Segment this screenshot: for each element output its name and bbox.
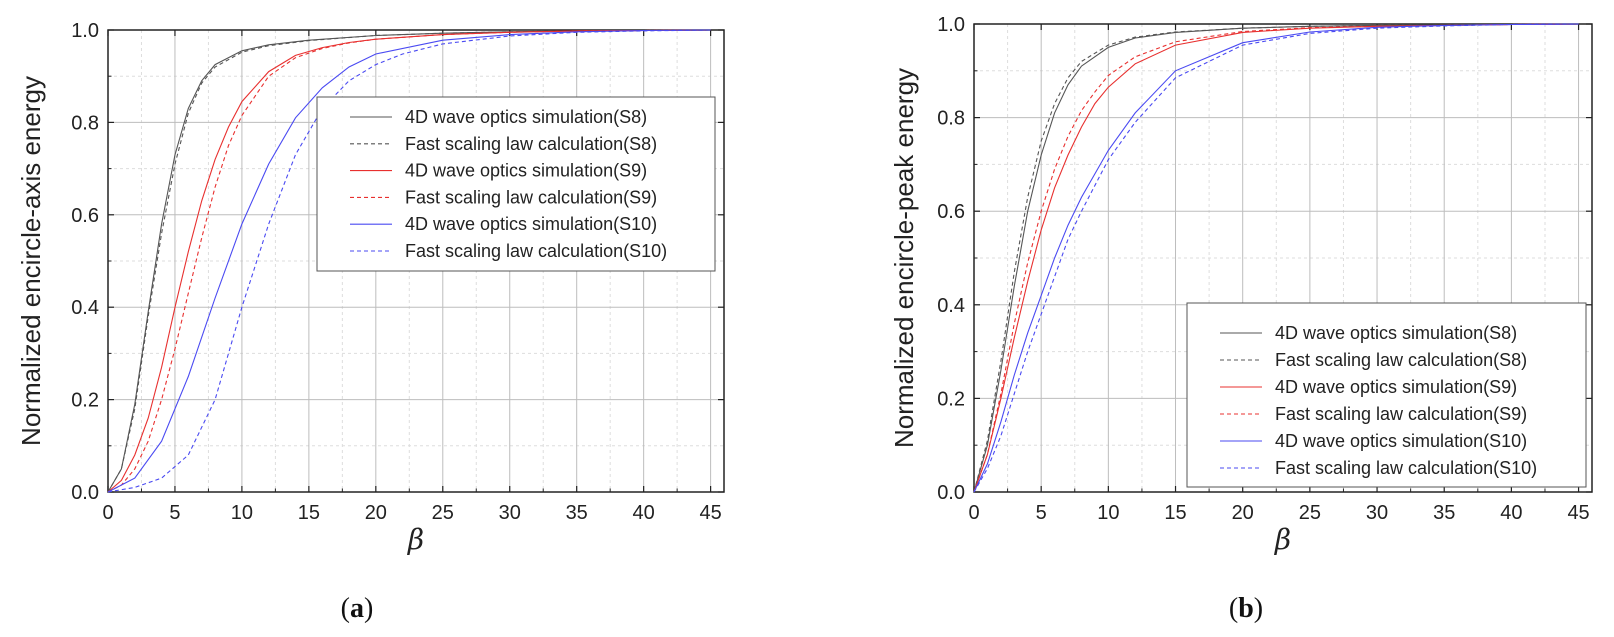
y-tick-label: 0.0: [937, 482, 965, 504]
x-tick-label: 5: [169, 502, 180, 524]
legend-label-3: 4D wave optics simulation(S9): [1275, 377, 1517, 397]
chart-panel-b: 0 5 10 15 20 25 30 35 40 45 0.0 0.2 0.4 0.6 0.8 1.0 4D w…: [889, 14, 1593, 624]
y-tick-label: 1.0: [937, 14, 965, 36]
x-tick-label: 5: [1036, 502, 1047, 524]
series-line-6: [973, 23, 1579, 493]
x-tick-label: 10: [231, 502, 253, 524]
y-tick-label: 0.0: [71, 482, 99, 504]
y-tick-label: 0.2: [937, 388, 965, 410]
x-tick-label: 15: [1164, 502, 1186, 524]
y-axis-title: Normalized encircle-axis energy: [16, 76, 46, 446]
legend-box: [1186, 302, 1587, 488]
legend-label-1: 4D wave optics simulation(S8): [1275, 323, 1517, 343]
x-tick-label: 40: [1500, 502, 1522, 524]
legend-label-2: Fast scaling law calculation(S8): [405, 134, 657, 154]
y-tick-label: 0.8: [71, 112, 99, 134]
panel-label: (b): [1229, 593, 1263, 624]
series-line-4: [973, 23, 1579, 493]
series-line-1: [973, 23, 1579, 493]
series-line-5: [107, 29, 711, 493]
x-tick-label: 35: [1433, 502, 1455, 524]
x-tick-label: 35: [566, 502, 588, 524]
series-line-2: [973, 23, 1579, 493]
series-line-2: [107, 29, 711, 493]
series-line-5: [973, 23, 1579, 493]
y-tick-label: 0.6: [71, 205, 99, 227]
x-axis-title: β: [407, 523, 424, 556]
y-tick-label: 0.6: [937, 201, 965, 223]
y-axis-title: Normalized encircle-peak energy: [889, 68, 919, 448]
x-tick-label: 20: [365, 502, 387, 524]
legend-label-4: Fast scaling law calculation(S9): [1275, 404, 1527, 424]
panel-label: (a): [341, 593, 374, 624]
x-tick-label: 0: [102, 502, 113, 524]
x-tick-label: 40: [633, 502, 655, 524]
legend-label-1: 4D wave optics simulation(S8): [405, 107, 647, 127]
y-tick-label: 1.0: [71, 20, 99, 42]
legend-label-6: Fast scaling law calculation(S10): [1275, 458, 1537, 478]
y-tick-label: 0.8: [937, 108, 965, 130]
legend-label-4: Fast scaling law calculation(S9): [405, 187, 657, 207]
series-line-4: [107, 29, 711, 493]
chart-panel-a: 0 5 10 15 20 25 30 35 40 45 0.0 0.2 0.4 0.6 0.8 1.0 4D w…: [16, 20, 725, 624]
x-tick-label: 30: [499, 502, 521, 524]
x-tick-label: 25: [432, 502, 454, 524]
x-axis-title: β: [1274, 523, 1291, 556]
x-tick-label: 45: [1567, 502, 1589, 524]
x-tick-label: 45: [699, 502, 721, 524]
y-tick-label: 0.2: [71, 390, 99, 412]
x-tick-label: 15: [298, 502, 320, 524]
y-tick-label: 0.4: [71, 297, 99, 319]
legend-label-6: Fast scaling law calculation(S10): [405, 241, 667, 261]
x-tick-label: 30: [1366, 502, 1388, 524]
legend-label-2: Fast scaling law calculation(S8): [1275, 350, 1527, 370]
legend-label-3: 4D wave optics simulation(S9): [405, 161, 647, 181]
x-tick-label: 25: [1299, 502, 1321, 524]
legend-box: [316, 96, 716, 272]
x-tick-label: 20: [1232, 502, 1254, 524]
y-tick-label: 0.4: [937, 295, 965, 317]
series-line-3: [973, 23, 1579, 493]
x-tick-label: 10: [1097, 502, 1119, 524]
x-tick-label: 0: [968, 502, 979, 524]
legend-label-5: 4D wave optics simulation(S10): [405, 214, 657, 234]
legend-label-5: 4D wave optics simulation(S10): [1275, 431, 1527, 451]
